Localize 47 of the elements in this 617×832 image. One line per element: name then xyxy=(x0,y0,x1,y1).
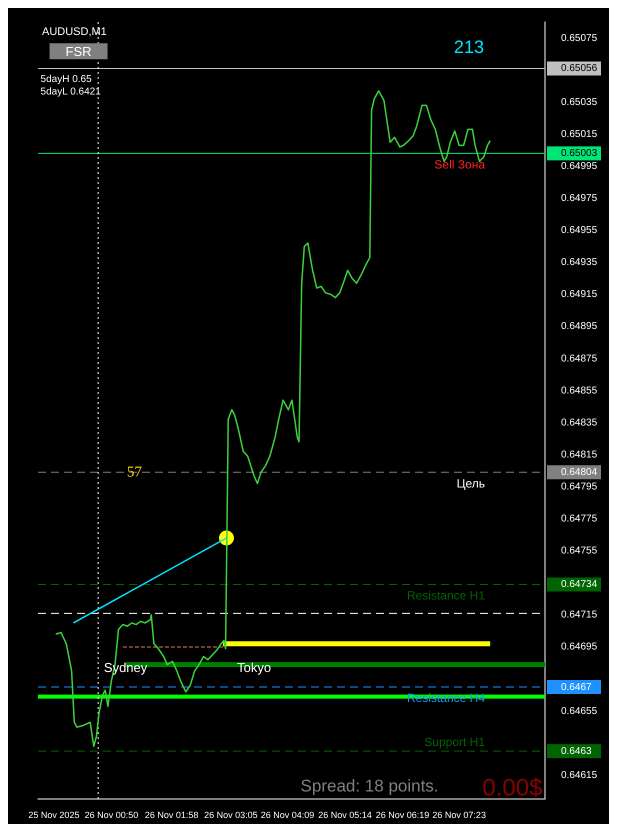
x-tick-label: 26 Nov 01:58 xyxy=(144,810,198,820)
x-tick-label: 26 Nov 07:23 xyxy=(432,810,486,820)
y-tick-label: 0.64615 xyxy=(561,770,598,781)
y-tick-label: 0.64695 xyxy=(561,642,598,653)
y-tick-label: 0.64835 xyxy=(561,417,598,428)
y-tick-label: 0.64935 xyxy=(561,257,598,268)
y-tick-label: 0.65015 xyxy=(561,128,598,140)
y-tick-label: 0.64715 xyxy=(561,610,598,621)
y-tick-label: 0.64804 xyxy=(561,467,598,478)
y-tick-label: 0.64895 xyxy=(561,321,598,332)
y-tick-label: 0.64995 xyxy=(561,160,598,172)
y-tick-label: 0.6463 xyxy=(561,746,592,757)
annotation: FSR xyxy=(66,44,92,60)
x-tick-label: 26 Nov 06:19 xyxy=(376,810,430,820)
y-tick-label: 0.64875 xyxy=(561,353,598,364)
y-tick-label: 0.65035 xyxy=(561,96,598,108)
annotation: 5dayH 0.65 xyxy=(40,74,92,85)
y-tick-label: 0.64855 xyxy=(561,385,598,396)
annotation: 0.00$ xyxy=(482,774,542,802)
y-tick-label: 0.6467 xyxy=(561,682,592,693)
y-tick-label: 0.65075 xyxy=(561,32,598,44)
x-tick-label: 26 Nov 00:50 xyxy=(84,810,138,820)
ref-line-label: Resistance H1 xyxy=(406,588,486,602)
ref-line-label: Support H1 xyxy=(424,735,486,750)
x-tick-label: 26 Nov 03:05 xyxy=(204,810,258,820)
y-tick-label: 0.64915 xyxy=(561,289,598,300)
ref-line-label: Цель xyxy=(456,476,485,490)
annotation: Spread: 18 points. xyxy=(300,776,439,796)
ref-line-label: Sell Зона xyxy=(434,157,486,172)
y-tick-label: 0.64734 xyxy=(561,579,598,590)
annotation: 5dayL 0.6421 xyxy=(40,86,102,98)
x-tick-label: 26 Nov 05:14 xyxy=(318,810,372,820)
y-tick-label: 0.64815 xyxy=(561,449,598,460)
y-tick-label: 0.64975 xyxy=(561,193,598,204)
chart-title: AUDUSD,M1 xyxy=(42,26,107,38)
annotation: 213 xyxy=(454,37,484,58)
y-tick-label: 0.65056 xyxy=(561,63,598,74)
x-tick-label: 25 Nov 2025 xyxy=(28,810,80,820)
annotation: 57 xyxy=(126,464,142,481)
y-tick-label: 0.65003 xyxy=(561,148,598,160)
x-tick-label: 26 Nov 04:09 xyxy=(260,810,314,820)
y-tick-label: 0.64655 xyxy=(561,706,598,717)
y-tick-label: 0.64795 xyxy=(561,481,598,492)
y-tick-label: 0.64755 xyxy=(561,546,598,557)
y-tick-label: 0.64955 xyxy=(561,225,598,236)
annotation: Tokyo xyxy=(237,660,272,676)
y-tick-label: 0.64775 xyxy=(561,514,598,525)
